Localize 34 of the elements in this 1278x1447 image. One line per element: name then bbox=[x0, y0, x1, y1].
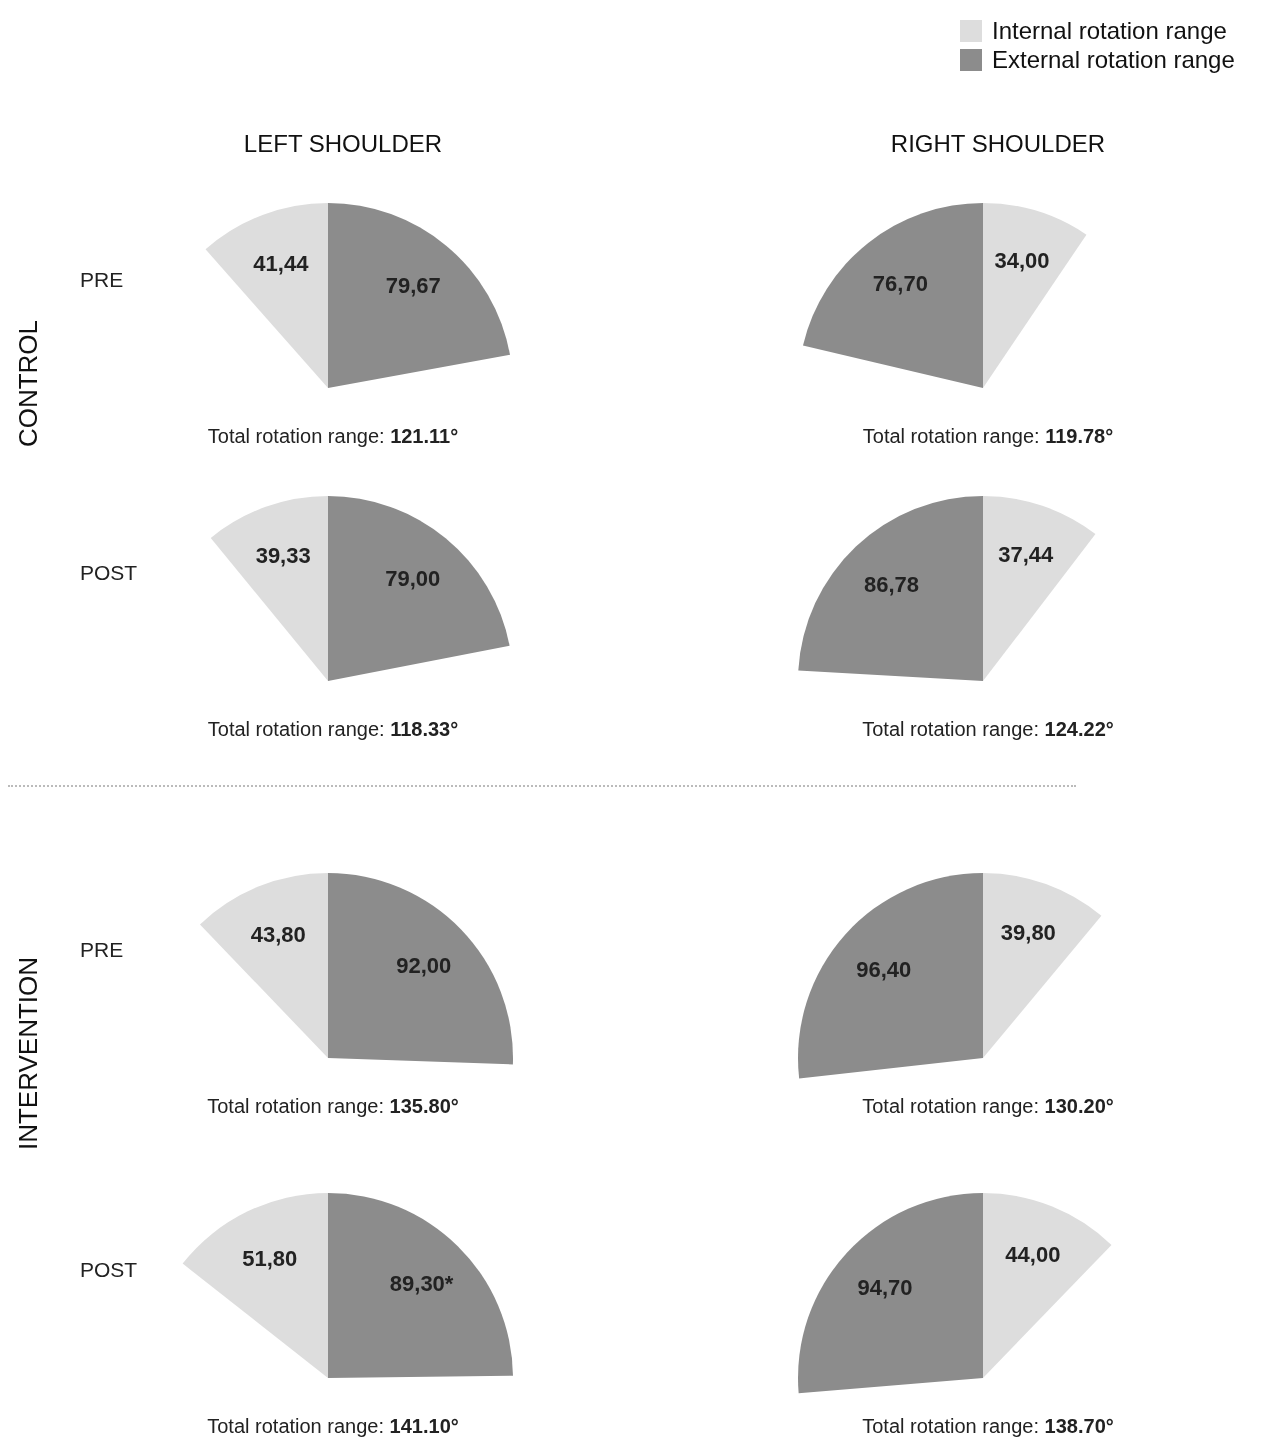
text: Total rotation range: 138.70° bbox=[861, 1415, 1115, 1438]
data-label: 39,33 bbox=[255, 543, 311, 569]
legend-label: Internal rotation range bbox=[992, 16, 1227, 45]
data-label: 79,00 bbox=[385, 565, 441, 591]
text: Total rotation range: 135.80° bbox=[207, 1095, 459, 1117]
text: Total rotation range: 124.22° bbox=[861, 718, 1115, 741]
text: POST bbox=[80, 1258, 138, 1282]
text: LEFT SHOULDER bbox=[242, 130, 444, 158]
data-label: 37,44 bbox=[998, 542, 1055, 568]
data-label: 34,00 bbox=[994, 248, 1050, 274]
text: Total rotation range: 119.78° bbox=[861, 425, 1115, 448]
data-label: 92,00 bbox=[396, 952, 452, 978]
data-label: 76,70 bbox=[872, 271, 928, 297]
data-label: 94,70 bbox=[857, 1275, 913, 1301]
text: PRE bbox=[80, 268, 124, 292]
data-label: 39,80 bbox=[1000, 920, 1056, 946]
data-label: 89,30* bbox=[389, 1270, 454, 1296]
text: Total rotation range: 118.33° bbox=[206, 718, 460, 741]
data-label: 43,80 bbox=[250, 921, 306, 947]
text: Total rotation range: 141.10° bbox=[206, 1415, 460, 1438]
legend-label: External rotation range bbox=[992, 45, 1235, 74]
data-label: 51,80 bbox=[242, 1245, 298, 1271]
text: INTERVENTION bbox=[12, 955, 44, 1153]
text: PRE bbox=[80, 938, 124, 962]
data-label: 79,67 bbox=[385, 273, 441, 299]
chart-title: RIGHT SHOULDER bbox=[889, 130, 1107, 158]
data-label: 96,40 bbox=[856, 956, 912, 982]
data-label: 41,44 bbox=[253, 250, 310, 276]
text: Total rotation range: 130.20° bbox=[861, 1095, 1115, 1118]
data-label: 86,78 bbox=[863, 571, 920, 597]
text: CONTROL bbox=[12, 318, 44, 450]
text: Total rotation range: 121.11° bbox=[207, 425, 459, 447]
text: POST bbox=[80, 561, 138, 585]
data-label: 44,00 bbox=[1005, 1242, 1061, 1267]
